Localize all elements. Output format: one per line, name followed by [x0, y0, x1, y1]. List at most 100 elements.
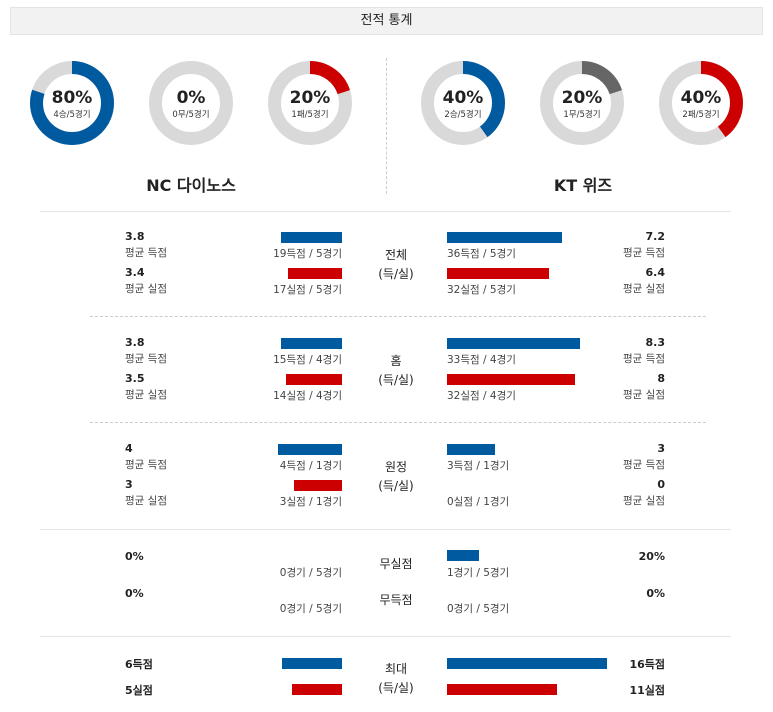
left-no-scored-count: 0경기 / 5경기: [279, 603, 342, 615]
left-avg-score-label: 평균 득점: [125, 459, 167, 471]
category-no-scored: 무득점: [379, 593, 413, 607]
right-score-count: 3득점 / 1경기: [447, 460, 510, 472]
left-avg-allowed-label: 평균 실점: [125, 495, 167, 507]
donut-arc: [30, 61, 114, 145]
left-avg-score: 3.8: [125, 336, 145, 349]
right-avg-score-label: 평균 득점: [623, 459, 665, 471]
right-max-score-bar: [447, 658, 607, 669]
left-score-bar: [278, 444, 342, 455]
left-no-allowed-count: 0경기 / 5경기: [279, 567, 342, 579]
right-score-bar: [447, 338, 580, 349]
right-allowed-bar: [447, 374, 575, 385]
left-donut-chart: [30, 61, 114, 145]
left-max-allowed: 5실점: [125, 684, 153, 697]
left-donut-sub: 1패/5경기: [291, 110, 329, 120]
right-donut-chart: [421, 61, 505, 145]
left-avg-score: 3.8: [125, 230, 145, 243]
left-donut-chart: [268, 61, 352, 145]
right-avg-score-label: 평균 득점: [623, 353, 665, 365]
donut-arc: [540, 61, 624, 145]
right-allowed-count: 0실점 / 1경기: [447, 496, 510, 508]
right-avg-allowed-label: 평균 실점: [623, 495, 665, 507]
left-team-name: NC 다이노스: [146, 176, 236, 195]
right-score-bar: [447, 232, 562, 243]
right-donut-chart: [659, 61, 743, 145]
right-allowed-bar: [447, 268, 549, 279]
right-avg-allowed-label: 평균 실점: [623, 283, 665, 295]
left-allowed-count: 17실점 / 5경기: [273, 284, 342, 296]
right-score-count: 36득점 / 5경기: [447, 248, 516, 260]
category-no-allowed: 무실점: [379, 557, 413, 571]
left-allowed-bar: [294, 480, 342, 491]
right-max-allowed: 11실점: [629, 684, 665, 697]
right-donut-chart: [540, 61, 624, 145]
team-divider: [386, 58, 387, 194]
left-allowed-count: 14실점 / 4경기: [273, 390, 342, 402]
right-team-name: KT 위즈: [553, 176, 613, 195]
left-avg-allowed: 3: [125, 478, 133, 491]
left-no-allowed-pct: 0%: [125, 550, 144, 563]
left-score-bar: [281, 232, 342, 243]
left-allowed-bar: [288, 268, 342, 279]
right-donut-percent: 40%: [442, 88, 484, 108]
right-avg-score-label: 평균 득점: [623, 247, 665, 259]
left-donut-percent: 80%: [51, 88, 93, 108]
right-no-scored-pct: 0%: [646, 587, 665, 600]
right-max-allowed-bar: [447, 684, 557, 695]
category-label: 홈: [390, 354, 402, 368]
right-avg-score: 3: [657, 442, 665, 455]
right-allowed-count: 32실점 / 5경기: [447, 284, 516, 296]
left-avg-allowed-label: 평균 실점: [125, 283, 167, 295]
left-avg-allowed-label: 평균 실점: [125, 389, 167, 401]
left-avg-allowed: 3.5: [125, 372, 145, 385]
right-donut-sub: 1무/5경기: [563, 110, 601, 120]
divider: [90, 316, 706, 317]
donut-arc: [421, 61, 505, 145]
category-label: 원정: [384, 460, 408, 474]
left-avg-score-label: 평균 득점: [125, 353, 167, 365]
left-score-count: 4득점 / 1경기: [279, 460, 342, 472]
category-sublabel: (득/실): [378, 479, 414, 493]
right-donut-sub: 2승/5경기: [444, 110, 482, 120]
left-score-bar: [281, 338, 342, 349]
donut-track: [149, 61, 233, 145]
right-no-scored-count: 0경기 / 5경기: [447, 603, 510, 615]
left-score-count: 19득점 / 5경기: [273, 248, 342, 260]
left-max-score-bar: [282, 658, 342, 669]
right-no-allowed-bar: [447, 550, 479, 561]
divider: [40, 529, 731, 530]
right-avg-score: 8.3: [645, 336, 666, 349]
donut-arc: [659, 61, 743, 145]
left-avg-allowed: 3.4: [125, 266, 145, 279]
category-label: 전체: [384, 248, 408, 262]
left-max-score: 6득점: [125, 658, 153, 671]
section-header: 전적 통계: [10, 7, 763, 35]
right-score-bar: [447, 444, 495, 455]
right-avg-allowed: 8: [657, 372, 665, 385]
divider: [90, 422, 706, 423]
left-allowed-count: 3실점 / 1경기: [279, 496, 342, 508]
left-donut-sub: 0무/5경기: [172, 110, 210, 120]
right-donut-percent: 20%: [561, 88, 603, 108]
right-avg-allowed: 6.4: [645, 266, 666, 279]
right-score-count: 33득점 / 4경기: [447, 354, 516, 366]
left-avg-score: 4: [125, 442, 133, 455]
left-donut-chart: [149, 61, 233, 145]
left-avg-score-label: 평균 득점: [125, 247, 167, 259]
divider: [40, 211, 731, 212]
left-donut-percent: 0%: [176, 88, 206, 108]
right-max-score: 16득점: [629, 658, 665, 671]
left-score-count: 15득점 / 4경기: [273, 354, 342, 366]
right-donut-percent: 40%: [680, 88, 722, 108]
divider: [40, 636, 731, 637]
left-no-scored-pct: 0%: [125, 587, 144, 600]
left-donut-percent: 20%: [289, 88, 331, 108]
category-sublabel: (득/실): [378, 267, 414, 281]
left-allowed-bar: [286, 374, 342, 385]
category-sublabel: (득/실): [378, 373, 414, 387]
donut-arc: [268, 61, 352, 145]
right-avg-allowed: 0: [657, 478, 665, 491]
left-max-allowed-bar: [292, 684, 342, 695]
right-avg-allowed-label: 평균 실점: [623, 389, 665, 401]
right-no-allowed-count: 1경기 / 5경기: [447, 567, 510, 579]
